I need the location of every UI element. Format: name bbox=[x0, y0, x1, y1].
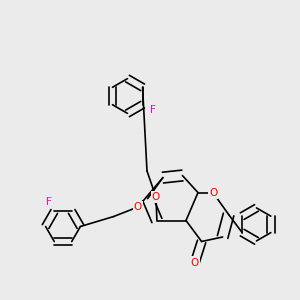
Text: O: O bbox=[134, 202, 142, 212]
Text: O: O bbox=[152, 192, 160, 202]
Text: O: O bbox=[190, 257, 199, 268]
Text: F: F bbox=[46, 196, 52, 207]
Text: O: O bbox=[209, 188, 217, 198]
Text: F: F bbox=[149, 105, 155, 116]
